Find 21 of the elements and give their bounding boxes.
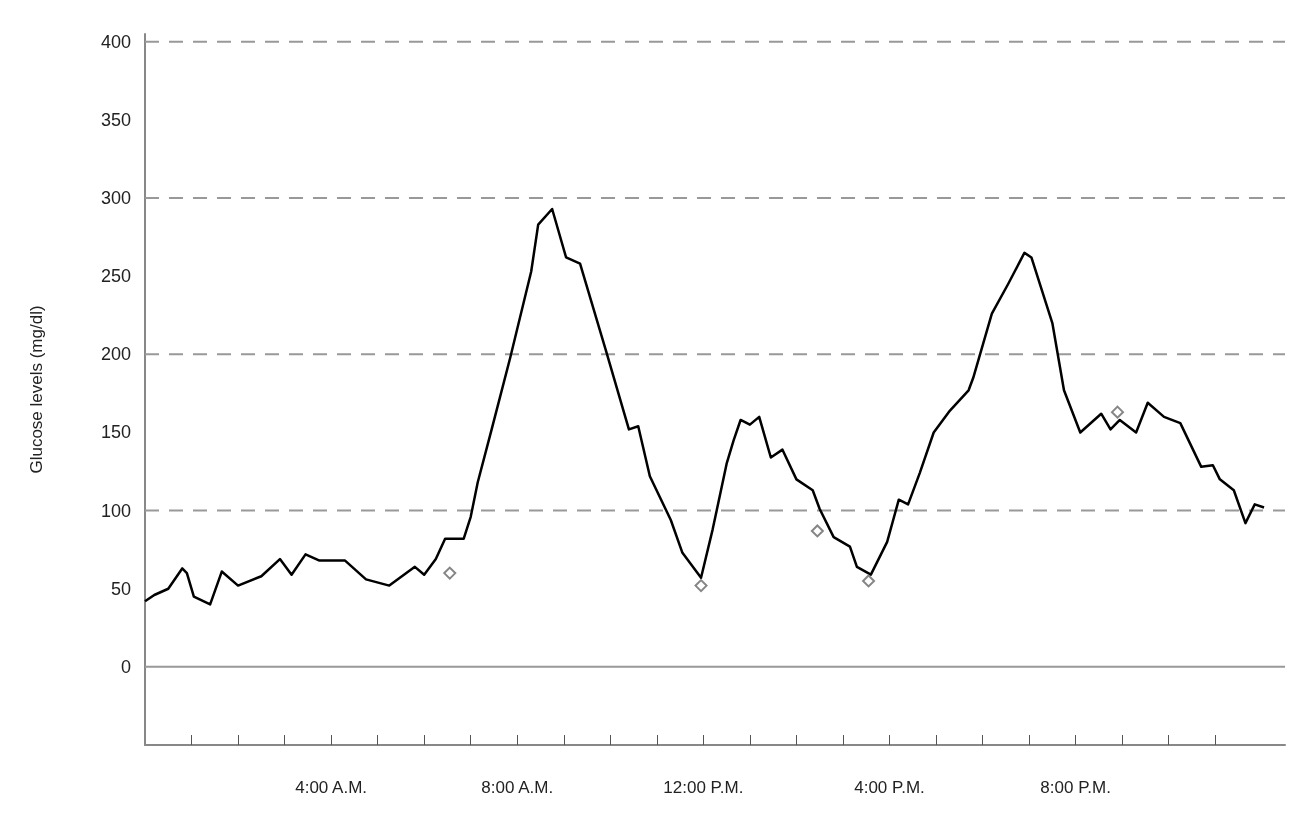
point bbox=[810, 524, 824, 538]
y-tick-label: 200 bbox=[100, 344, 131, 365]
y-tick-label: 250 bbox=[100, 266, 131, 287]
y-tick-label: 350 bbox=[100, 109, 131, 130]
x-tick-label: 8:00 A.M. bbox=[481, 778, 554, 797]
y-tick-label: 100 bbox=[100, 500, 131, 521]
x-tick-label: 4:00 A.M. bbox=[295, 778, 368, 797]
point bbox=[694, 579, 708, 593]
point bbox=[1110, 405, 1124, 419]
y-tick-label: 50 bbox=[110, 578, 131, 599]
y-tick-label: 150 bbox=[100, 422, 131, 443]
point bbox=[862, 574, 876, 588]
y-tick-label: 400 bbox=[100, 31, 131, 52]
y-tick-label: 300 bbox=[100, 188, 131, 209]
y-tick-label: 0 bbox=[120, 656, 131, 677]
point bbox=[443, 566, 457, 580]
x-tick-label: 8:00 P.M. bbox=[1040, 778, 1111, 797]
x-tick-label: 12:00 P.M. bbox=[663, 778, 744, 797]
x-tick-label: 4:00 P.M. bbox=[854, 778, 925, 797]
line-series bbox=[143, 207, 1266, 606]
y-axis-title: Glucose levels (mg/dl) bbox=[27, 305, 46, 474]
